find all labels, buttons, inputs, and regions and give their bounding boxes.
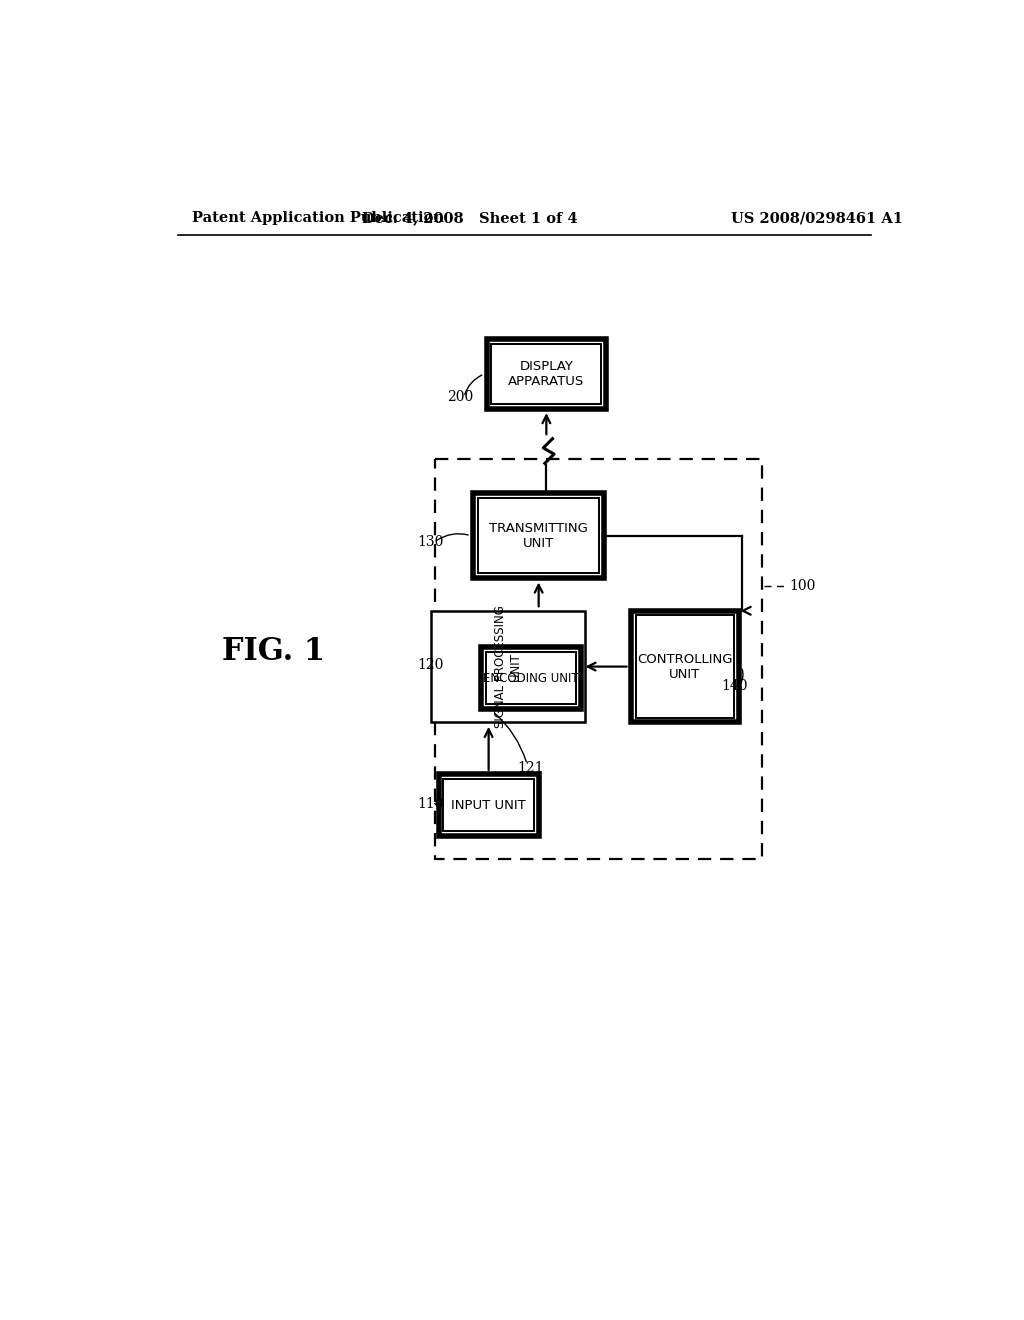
Text: 120: 120 [418, 659, 444, 672]
Text: FIG. 1: FIG. 1 [221, 636, 325, 667]
Text: Patent Application Publication: Patent Application Publication [193, 211, 444, 226]
Text: 130: 130 [418, 535, 444, 549]
Bar [473, 494, 604, 578]
Bar [481, 647, 581, 709]
Bar [443, 779, 535, 832]
Bar [631, 611, 739, 722]
Text: SIGNAL PROCESSING
UNIT: SIGNAL PROCESSING UNIT [494, 605, 522, 729]
Bar [636, 615, 734, 718]
Bar [485, 652, 577, 705]
Text: CONTROLLING
UNIT: CONTROLLING UNIT [637, 652, 733, 681]
Bar [486, 339, 606, 409]
Text: 200: 200 [447, 391, 473, 404]
Text: 100: 100 [790, 578, 816, 593]
Bar [478, 498, 599, 573]
Text: 140: 140 [722, 678, 749, 693]
Text: DISPLAY
APPARATUS: DISPLAY APPARATUS [508, 360, 585, 388]
Text: TRANSMITTING
UNIT: TRANSMITTING UNIT [489, 521, 588, 549]
Bar [435, 459, 762, 859]
Text: Dec. 4, 2008   Sheet 1 of 4: Dec. 4, 2008 Sheet 1 of 4 [361, 211, 578, 226]
Bar [431, 611, 585, 722]
Text: US 2008/0298461 A1: US 2008/0298461 A1 [731, 211, 903, 226]
Bar [438, 775, 539, 836]
Text: INPUT UNIT: INPUT UNIT [452, 799, 526, 812]
Text: 121: 121 [518, 762, 544, 775]
Text: 110: 110 [418, 797, 444, 810]
Bar [492, 345, 601, 404]
Text: ENCODING UNIT: ENCODING UNIT [483, 672, 579, 685]
